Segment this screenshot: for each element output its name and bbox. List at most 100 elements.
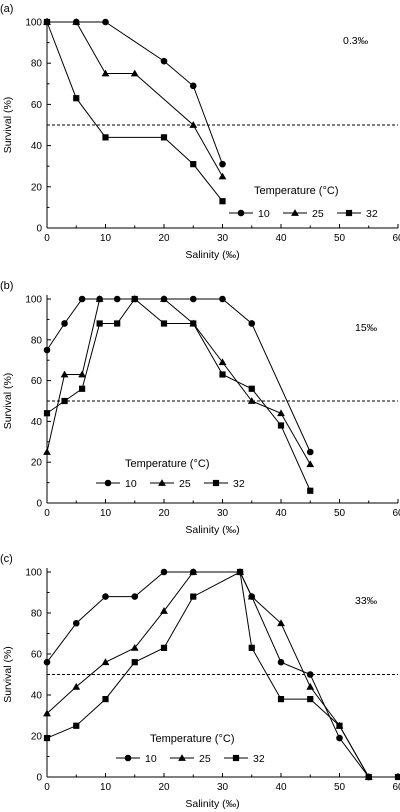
x-tick-label: 20 [158,782,170,793]
data-point-10 [219,160,226,168]
legend-marker-32 [212,479,220,487]
x-axis-label: Salinity (‰) [185,524,239,536]
data-point-25 [160,607,168,614]
data-point-10 [160,57,168,65]
x-tick-label: 30 [217,508,229,519]
y-tick-label: 20 [31,732,43,743]
data-point-32 [248,644,255,651]
series-line-10 [47,21,223,165]
data-point-32 [160,134,168,141]
data-point-32 [219,198,226,205]
series-line-25 [46,571,370,778]
data-point-25 [101,658,110,666]
legend-marker-25 [291,209,299,216]
data-point-32 [43,18,51,26]
data-point-32 [73,722,80,729]
data-point-25 [43,709,51,717]
x-tick-label: 10 [100,782,112,793]
panel-a: (a) 0.3‰ 0 20 40 60 80 100 0 10 20 30 40 50 60 Salinity… [0,3,400,261]
data-point-10 [189,82,197,90]
legend-label-10: 10 [145,753,157,765]
data-point-25 [78,370,86,378]
data-point-25 [306,682,315,690]
data-point-32 [236,568,244,576]
data-point-32 [131,659,138,666]
data-point-32 [307,696,314,703]
x-tick-label: 20 [158,233,170,244]
data-point-25 [189,121,198,128]
y-tick-label: 0 [36,224,42,235]
data-point-32 [73,95,80,102]
data-point-10 [78,295,86,303]
data-point-10 [160,568,168,576]
data-point-32 [190,593,197,600]
data-point-10 [61,320,68,327]
y-tick-label: 100 [25,18,42,29]
data-point-25 [160,295,168,302]
data-point-32 [96,320,103,327]
x-axis-label: Salinity (‰) [185,798,239,810]
legend-label-32: 32 [366,208,378,220]
x-tick-label: 50 [334,233,346,244]
y-tick-label: 60 [31,376,43,387]
data-point-10 [102,18,109,26]
panel-label: (a) [0,3,13,15]
y-tick-label: 80 [31,335,43,346]
x-tick-label: 40 [275,508,287,519]
data-point-32 [102,134,109,141]
series-line-10 [46,298,311,453]
x-tick-label: 40 [275,233,287,244]
x-tick-label: 60 [392,508,400,519]
data-point-25 [101,69,110,77]
data-point-32 [190,161,197,168]
data-point-25 [72,18,81,25]
y-tick-label: 20 [31,182,43,193]
data-point-25 [60,370,69,378]
y-tick-label: 80 [31,609,43,620]
concentration-annotation: 0.3‰ [343,35,369,47]
y-axis-label: Survival (%) [2,646,14,703]
data-point-10 [131,593,139,600]
data-point-32 [131,295,138,303]
data-point-32 [277,696,285,703]
legend-label-25: 25 [312,208,324,220]
data-point-32 [190,320,197,327]
data-point-32 [365,773,372,781]
panel-b: (b) 15‰ 0 20 40 60 80 100 0 10 20 30 40 50 60 Salinity … [0,280,400,536]
data-point-32 [114,320,121,327]
data-point-25 [247,592,256,600]
series-line-32 [46,21,223,202]
x-tick-label: 0 [44,508,50,519]
legend-title: Temperature (°C) [254,185,338,197]
concentration-annotation: 15‰ [355,322,378,334]
legend-label-25: 25 [179,478,191,490]
y-tick-label: 0 [36,773,42,784]
x-tick-label: 0 [44,782,50,793]
data-point-32 [61,397,68,405]
data-point-25 [277,409,285,417]
concentration-annotation: 33‰ [355,595,378,607]
data-point-10 [248,320,256,327]
x-tick-label: 60 [392,782,400,793]
x-tick-label: 20 [158,508,170,519]
series-line-25 [47,21,223,177]
data-point-10 [336,734,343,742]
legend-marker-32 [345,209,353,217]
data-point-25 [95,295,104,302]
data-point-32 [336,722,343,729]
y-axis-label: Survival (%) [2,373,14,430]
legend-label-32: 32 [253,753,265,765]
legend-marker-10 [124,754,132,762]
data-point-32 [102,696,109,703]
data-point-25 [130,643,139,651]
data-point-25 [306,460,315,468]
x-tick-label: 0 [44,233,50,244]
data-point-25 [43,448,51,455]
y-tick-label: 60 [31,100,43,111]
x-tick-label: 30 [217,233,229,244]
x-axis-label: Salinity (‰) [185,249,239,261]
x-tick-label: 60 [392,233,400,244]
data-point-10 [219,295,226,303]
data-point-32 [307,487,314,494]
legend-title: Temperature (°C) [150,733,234,745]
